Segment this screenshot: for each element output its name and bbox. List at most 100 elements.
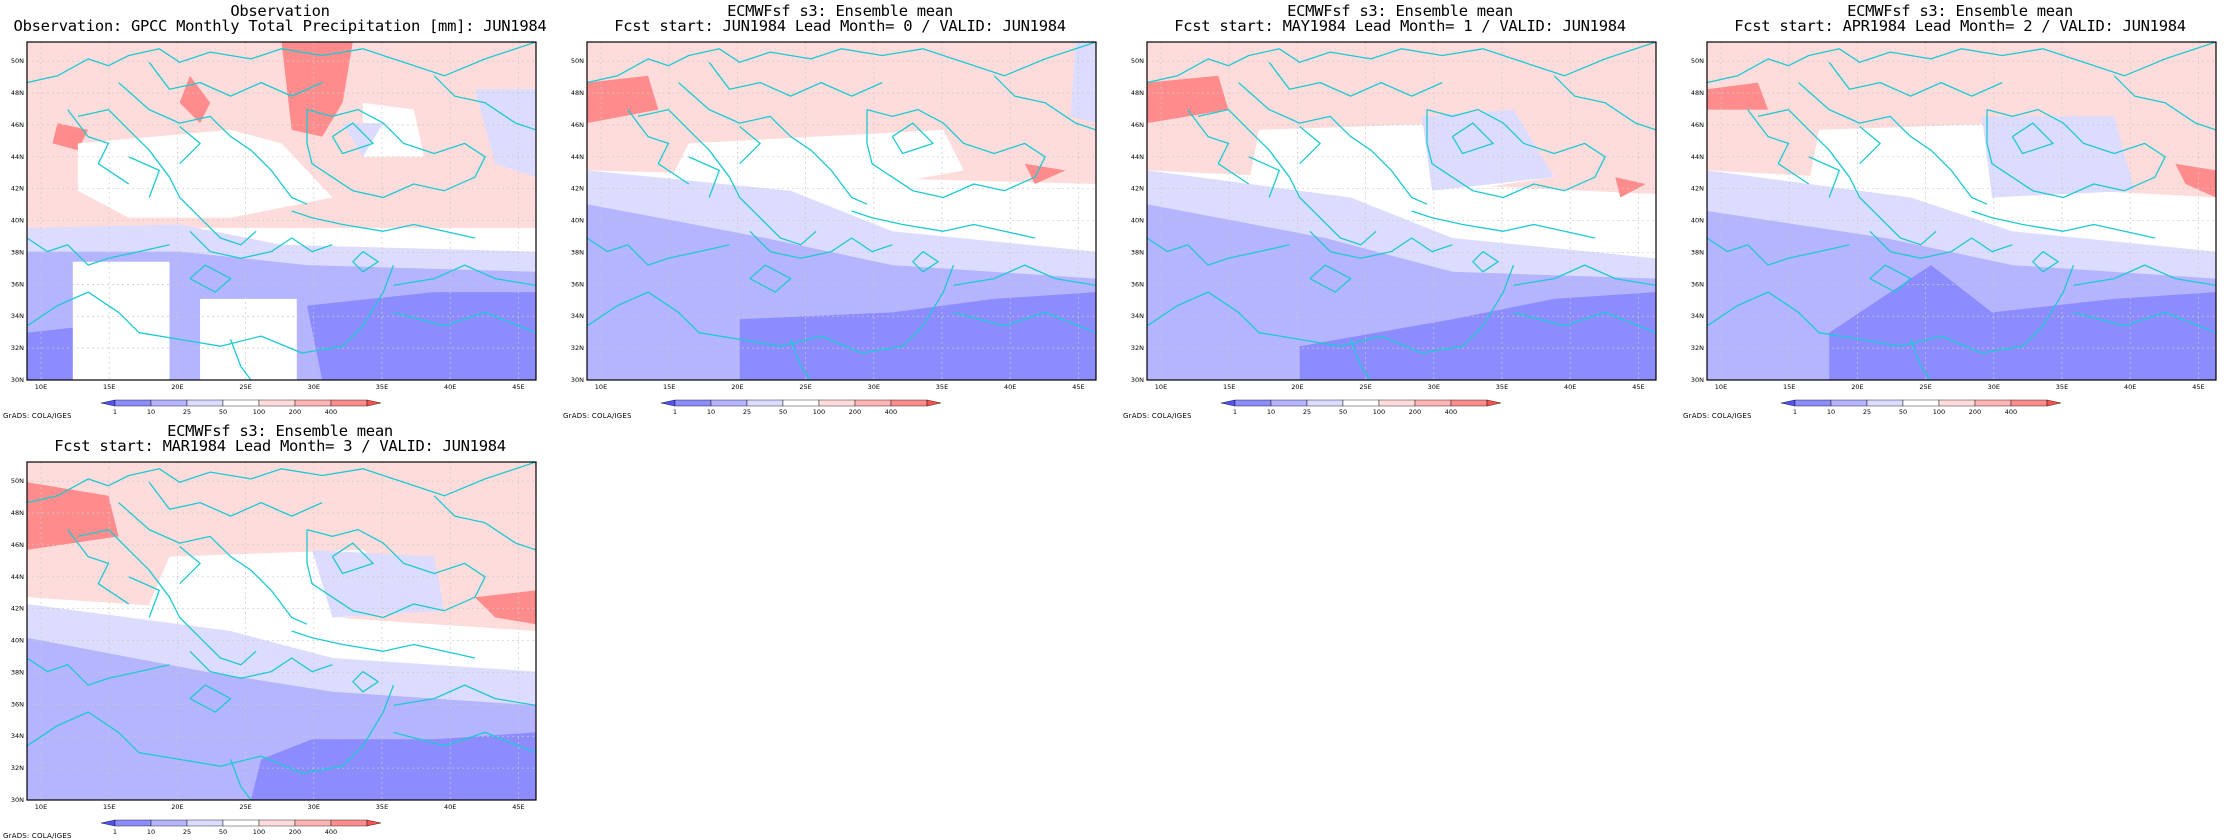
- colorbar-label: 25: [1863, 408, 1871, 416]
- precip-region: [77, 129, 333, 218]
- coastline: [1909, 339, 1932, 380]
- colorbar-segment: [258, 399, 296, 407]
- coastline: [739, 125, 761, 165]
- lon-tick-label: 45E: [1632, 383, 1644, 391]
- coastline: [1859, 125, 1881, 165]
- colorbar-label: 400: [1445, 408, 1457, 416]
- graticule: [27, 42, 536, 380]
- coastline: [1472, 251, 1499, 273]
- colorbar-label: 400: [325, 828, 337, 836]
- coastline: [189, 684, 232, 713]
- lon-tick-label: 25E: [1359, 383, 1371, 391]
- lat-tick-label: 32N: [1691, 344, 1704, 352]
- lat-tick-label: 34N: [1131, 312, 1144, 320]
- colorbar-label: 100: [253, 408, 265, 416]
- coastline: [1757, 108, 1937, 246]
- coastline: [67, 529, 130, 605]
- coastline: [1238, 82, 1428, 205]
- grads-credit: GrADS: COLA/IGES: [3, 832, 72, 840]
- colorbar-label: 10: [1827, 408, 1835, 416]
- map-frame: [26, 461, 537, 801]
- lon-tick-label: 30E: [868, 383, 880, 391]
- colorbar-label: 1: [113, 828, 117, 836]
- lon-tick-label: 45E: [2192, 383, 2204, 391]
- lat-tick-label: 36N: [1691, 280, 1704, 288]
- coastline: [866, 108, 1046, 199]
- coastline: [306, 528, 486, 619]
- colorbar-label: 1: [673, 408, 677, 416]
- colorbar-segment: [1234, 399, 1272, 407]
- coastline: [77, 528, 257, 666]
- coastlines: [587, 42, 1096, 380]
- lon-tick-label: 15E: [1783, 383, 1795, 391]
- lat-tick-label: 46N: [11, 541, 24, 549]
- grads-credit: GrADS: COLA/IGES: [1683, 412, 1752, 420]
- coastline: [128, 576, 160, 618]
- panel-subtitle: Fcst start: JUN1984 Lead Month= 0 / VALI…: [614, 17, 1066, 35]
- lon-tick-label: 45E: [512, 383, 524, 391]
- coastlines: [1147, 42, 1656, 380]
- colorbar-segment: [674, 399, 712, 407]
- missing-data-box: [72, 261, 170, 380]
- lon-tick-label: 15E: [1223, 383, 1235, 391]
- lat-tick-label: 50N: [1131, 57, 1144, 65]
- coastline: [1426, 108, 1606, 199]
- colorbar-label: 10: [147, 408, 155, 416]
- lat-tick-label: 42N: [1131, 185, 1144, 193]
- shading-layer: [27, 42, 536, 380]
- coastline: [587, 237, 730, 266]
- colorbar-label: 10: [707, 408, 715, 416]
- colorbar-label: 200: [289, 828, 301, 836]
- coastline: [1197, 108, 1377, 246]
- precip-region: [1421, 109, 1555, 191]
- colorbar-segment: [1902, 399, 1940, 407]
- colorbar-label: 50: [1899, 408, 1907, 416]
- lat-tick-label: 36N: [11, 280, 24, 288]
- coastline: [891, 122, 934, 155]
- coastline: [1187, 109, 1250, 185]
- colorbar-label: 100: [253, 828, 265, 836]
- coastline: [587, 264, 955, 354]
- precip-region: [342, 123, 384, 157]
- lon-tick-label: 20E: [171, 803, 183, 811]
- lon-tick-label: 40E: [444, 383, 456, 391]
- lat-tick-label: 46N: [1131, 121, 1144, 129]
- colorbar-label: 25: [183, 828, 191, 836]
- lat-tick-label: 50N: [11, 57, 24, 65]
- lat-tick-label: 50N: [1691, 57, 1704, 65]
- colorbar-label: 25: [183, 408, 191, 416]
- colorbar-arrow-high: [926, 399, 942, 407]
- lon-tick-label: 45E: [512, 803, 524, 811]
- panel-title: ECMWFsf s3: Ensemble mean: [1847, 2, 2073, 20]
- precip-region: [474, 89, 536, 178]
- colorbar: 1 10 25 50 100 200 400: [100, 819, 382, 836]
- coastline: [433, 495, 536, 551]
- lat-tick-label: 42N: [11, 185, 24, 193]
- colorbar-label: 400: [325, 408, 337, 416]
- colorbar-segment: [1866, 399, 1904, 407]
- colorbar-label: 100: [813, 408, 825, 416]
- coastline: [118, 502, 308, 625]
- coastline: [749, 230, 893, 259]
- precip-map: 30N 32N 34N 36N 38N 40N 42N 44N 46N 48N 50N 10E 15E 2…: [1691, 41, 2217, 416]
- lon-tick-label: 20E: [731, 383, 743, 391]
- lon-tick-label: 35E: [1496, 383, 1508, 391]
- coastline: [587, 42, 1096, 84]
- colorbar-segment: [150, 819, 188, 827]
- coastline: [393, 311, 536, 334]
- lon-tick-label: 20E: [1851, 383, 1863, 391]
- coastline: [393, 731, 536, 754]
- lat-tick-label: 32N: [11, 764, 24, 772]
- lat-tick-label: 32N: [1131, 344, 1144, 352]
- precip-region: [587, 75, 659, 124]
- coastline: [179, 125, 201, 165]
- coastline: [1309, 230, 1453, 259]
- precip-region: [307, 292, 536, 380]
- coastline: [637, 108, 817, 246]
- coastline: [1707, 264, 2075, 354]
- precip-region: [739, 292, 1096, 380]
- colorbar-segment: [1414, 399, 1452, 407]
- panel-subtitle: Observation: GPCC Monthly Total Precipit…: [13, 17, 547, 35]
- precip-region: [1147, 75, 1229, 124]
- colorbar-arrow-low: [660, 399, 676, 407]
